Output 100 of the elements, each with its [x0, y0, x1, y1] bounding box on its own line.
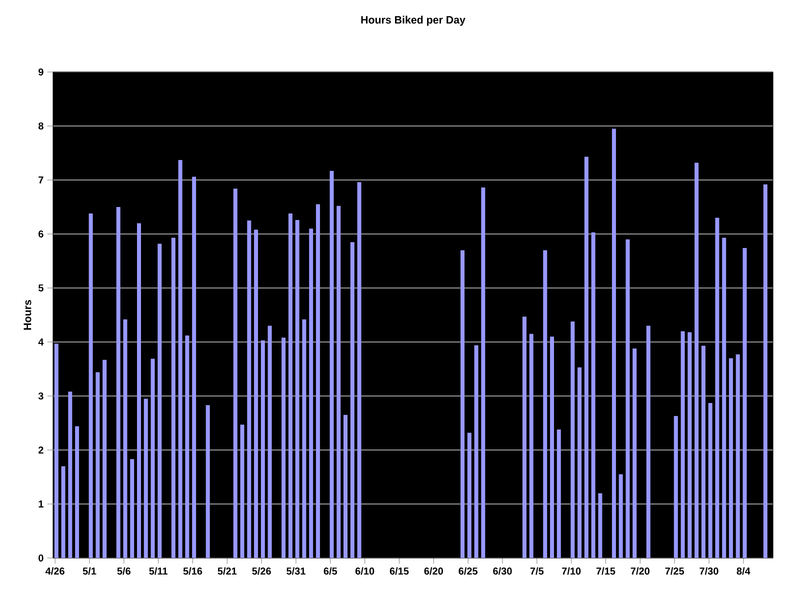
- bar: [715, 218, 720, 558]
- bar: [158, 244, 162, 558]
- bar: [357, 182, 362, 558]
- bar: [309, 228, 314, 558]
- y-tick-label: 2: [38, 446, 44, 454]
- bar: [185, 336, 190, 558]
- bar: [288, 213, 292, 558]
- y-tick-label: 7: [38, 176, 44, 184]
- bar: [247, 220, 252, 558]
- bar: [54, 344, 58, 558]
- y-tick-label: 3: [38, 392, 44, 400]
- bar: [102, 360, 107, 558]
- x-tick-label: 7/10: [562, 567, 581, 575]
- x-tick-label: 7/20: [630, 567, 650, 575]
- bar: [260, 340, 265, 558]
- bar: [192, 176, 196, 558]
- bar: [350, 242, 354, 558]
- bar: [688, 332, 692, 558]
- x-tick-label: 5/21: [218, 567, 237, 575]
- bar: [708, 403, 712, 558]
- bar: [344, 414, 348, 558]
- x-tick-label: 5/31: [286, 567, 306, 575]
- bar: [763, 184, 768, 558]
- y-tick-label: 0: [38, 554, 44, 562]
- bar: [61, 466, 66, 558]
- x-tick-label: 7/15: [596, 567, 616, 575]
- x-tick-label: 7/5: [530, 567, 544, 575]
- y-tick-label: 1: [38, 500, 44, 508]
- x-tick-label: 6/20: [424, 567, 443, 575]
- bar: [130, 459, 134, 558]
- bar: [123, 319, 128, 558]
- bar: [728, 358, 733, 558]
- bar: [598, 493, 602, 558]
- y-axis-title: Hours: [24, 300, 32, 330]
- bar: [282, 338, 286, 558]
- bar: [150, 358, 155, 558]
- x-tick-label: 6/25: [458, 567, 478, 575]
- x-tick-label: 5/1: [82, 567, 96, 575]
- bar: [578, 367, 582, 558]
- bar: [467, 432, 472, 558]
- bar: [336, 206, 341, 558]
- bar: [522, 316, 526, 558]
- x-tick-label: 6/15: [390, 567, 409, 575]
- x-tick-label: 7/30: [700, 567, 718, 575]
- bar: [254, 230, 258, 558]
- bar: [116, 206, 120, 558]
- bar: [550, 336, 554, 558]
- bar: [680, 331, 685, 558]
- y-tick-label: 5: [38, 284, 44, 292]
- bar: [268, 326, 272, 558]
- bar: [178, 160, 182, 558]
- bar: [75, 426, 80, 558]
- x-tick-label: 7/25: [665, 567, 684, 575]
- x-tick-label: 5/26: [252, 567, 271, 575]
- bar: [206, 405, 210, 558]
- bar: [96, 372, 100, 558]
- bar: [701, 346, 706, 558]
- y-tick-label: 9: [38, 68, 44, 76]
- x-tick-label: 6/5: [324, 567, 338, 575]
- bar: [240, 424, 244, 558]
- bar: [612, 128, 616, 558]
- bar: [330, 170, 334, 558]
- bar: [474, 345, 478, 558]
- x-tick-label: 5/11: [149, 567, 168, 575]
- bar: [722, 238, 726, 558]
- x-tick-label: 6/30: [493, 567, 512, 575]
- bar: [316, 204, 320, 558]
- bar: [742, 248, 747, 558]
- bar: [543, 250, 548, 558]
- bar: [68, 392, 72, 558]
- y-tick-label: 6: [38, 230, 44, 238]
- bar: [144, 398, 148, 558]
- bar: [460, 250, 465, 558]
- bar: [137, 223, 141, 558]
- x-tick-label: 5/16: [183, 567, 202, 575]
- x-tick-label: 5/6: [117, 567, 130, 575]
- bar: [674, 416, 678, 558]
- x-tick-label: 4/26: [45, 567, 64, 575]
- bar: [632, 348, 637, 558]
- bar: [626, 239, 630, 558]
- bar: [694, 162, 699, 558]
- bar: [556, 429, 561, 558]
- bar: [591, 232, 596, 558]
- bar: [584, 156, 588, 558]
- x-tick-label: 6/10: [355, 567, 374, 575]
- bar: [295, 220, 300, 558]
- bar: [233, 188, 238, 558]
- bar: [618, 474, 623, 558]
- bar: [171, 238, 176, 558]
- bar: [570, 321, 575, 558]
- y-tick-label: 4: [38, 338, 44, 346]
- bar: [302, 319, 306, 558]
- y-tick-label: 8: [38, 122, 44, 130]
- x-tick-label: 8/4: [736, 567, 750, 575]
- bar: [88, 213, 93, 558]
- bar: [646, 326, 650, 558]
- chart-title: Hours Biked per Day: [361, 16, 466, 26]
- bar: [481, 188, 486, 558]
- bar: [736, 354, 740, 558]
- bar: [529, 334, 534, 558]
